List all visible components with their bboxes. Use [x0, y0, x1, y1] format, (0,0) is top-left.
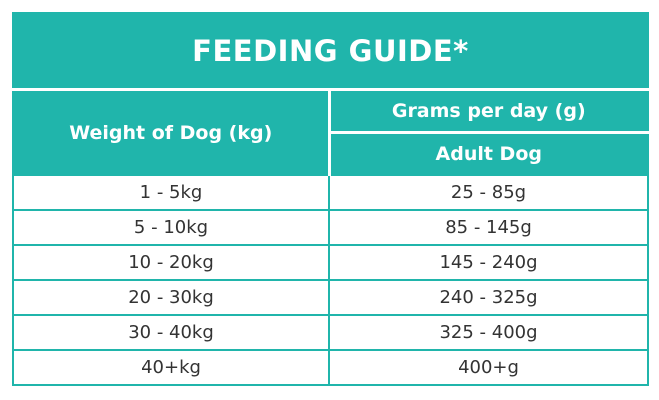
table-row: 10 - 20kg 145 - 240g — [12, 244, 649, 281]
table-row: 5 - 10kg 85 - 145g — [12, 209, 649, 246]
weight-cell: 10 - 20kg — [12, 244, 330, 281]
table-title: FEEDING GUIDE* — [12, 12, 649, 91]
grams-cell: 85 - 145g — [328, 209, 649, 246]
table-row: 30 - 40kg 325 - 400g — [12, 314, 649, 351]
table-row: 40+kg 400+g — [12, 349, 649, 386]
table-body: 1 - 5kg 25 - 85g 5 - 10kg 85 - 145g 10 - 20k… — [12, 174, 649, 386]
weight-header: Weight of Dog (kg) — [12, 88, 331, 176]
life-stage-header: Adult Dog — [328, 131, 649, 176]
grams-cell: 400+g — [328, 349, 649, 386]
table-row: 1 - 5kg 25 - 85g — [12, 174, 649, 211]
grams-cell: 25 - 85g — [328, 174, 649, 211]
feeding-table: FEEDING GUIDE* Weight of Dog (kg) Grams … — [12, 12, 649, 386]
grams-cell: 240 - 325g — [328, 279, 649, 316]
weight-cell: 30 - 40kg — [12, 314, 330, 351]
grams-cell: 145 - 240g — [328, 244, 649, 281]
weight-cell: 40+kg — [12, 349, 330, 386]
weight-cell: 1 - 5kg — [12, 174, 330, 211]
weight-cell: 5 - 10kg — [12, 209, 330, 246]
weight-cell: 20 - 30kg — [12, 279, 330, 316]
grams-cell: 325 - 400g — [328, 314, 649, 351]
table-row: 20 - 30kg 240 - 325g — [12, 279, 649, 316]
grams-header: Grams per day (g) — [328, 88, 649, 134]
